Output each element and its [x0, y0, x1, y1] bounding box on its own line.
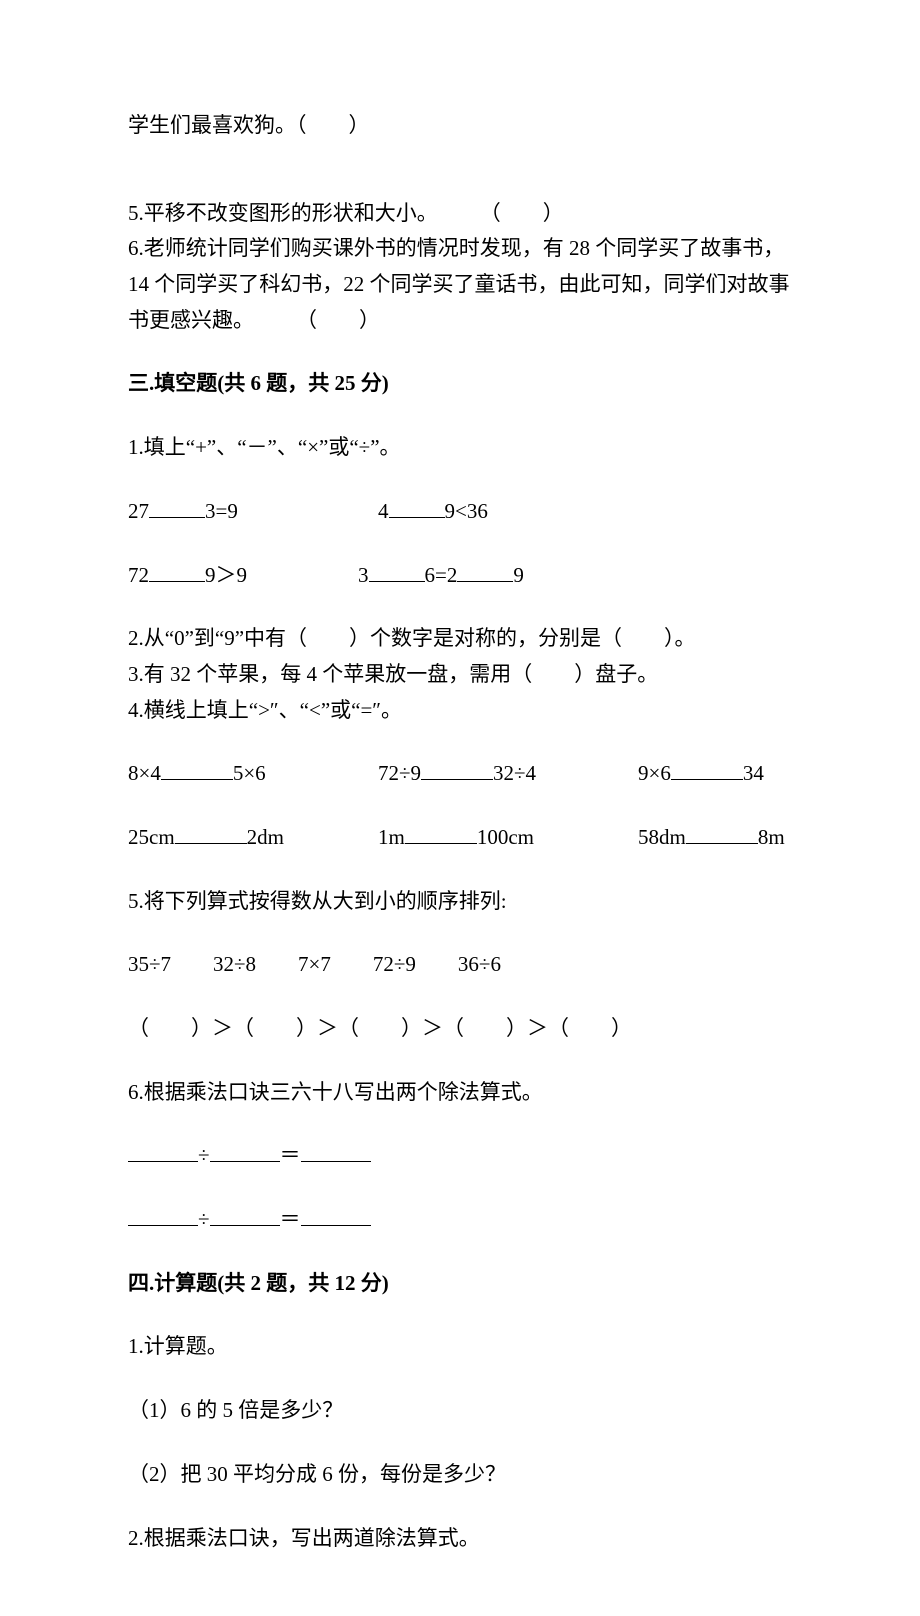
s3-q1: 1.填上“+”、“－”、“×”或“÷”。: [128, 430, 798, 466]
cell: 1m 100cm: [378, 820, 638, 856]
fill-blank[interactable]: [369, 560, 425, 582]
fill-blank[interactable]: [210, 1140, 280, 1162]
fill-blank[interactable]: [210, 1204, 280, 1226]
fill-blank[interactable]: [405, 822, 477, 844]
question-6: 6.老师统计同学们购买课外书的情况时发现，有 28 个同学买了故事书，14 个同…: [128, 231, 798, 338]
s3-q6-eq2: ÷＝: [128, 1202, 798, 1238]
text: 3=9: [205, 499, 238, 523]
text: 9<36: [445, 499, 488, 523]
fill-blank[interactable]: [128, 1140, 198, 1162]
s3-q2: 2.从“0”到“9”中有（ ）个数字是对称的，分别是（ ）。: [128, 621, 798, 657]
s3-q1-row2: 72 9＞9 3 6=2 9: [128, 558, 798, 594]
s4-q2: 2.根据乘法口诀，写出两道除法算式。: [128, 1521, 798, 1557]
text: 25cm: [128, 825, 175, 849]
s3-q5-expr-row: 35÷7 32÷8 7×7 72÷9 36÷6: [128, 947, 798, 983]
fill-blank[interactable]: [389, 496, 445, 518]
fill-blank[interactable]: [128, 1204, 198, 1226]
section-3-heading: 三.填空题(共 6 题，共 25 分): [128, 366, 798, 402]
text: 8m: [758, 825, 785, 849]
fill-blank[interactable]: [301, 1140, 371, 1162]
divide-symbol: ÷: [198, 1143, 210, 1167]
fill-blank[interactable]: [175, 822, 247, 844]
cell: 9×6 34: [638, 756, 764, 792]
text: 6=2: [425, 563, 458, 587]
text: 5×6: [233, 761, 266, 785]
cell: 4 9<36: [378, 494, 488, 530]
document-page: 学生们最喜欢狗。（ ） 5.平移不改变图形的形状和大小。 （ ） 6.老师统计同…: [0, 0, 920, 1616]
divide-symbol: ÷: [198, 1207, 210, 1231]
question-5: 5.平移不改变图形的形状和大小。 （ ）: [128, 196, 798, 232]
s3-q4: 4.横线上填上“>″、“<”或“=″。: [128, 693, 798, 729]
text: 9×6: [638, 761, 671, 785]
text: 4: [378, 499, 389, 523]
cell: 3 6=2 9: [358, 558, 524, 594]
cell: 25cm 2dm: [128, 820, 378, 856]
cell: 8×4 5×6: [128, 756, 378, 792]
s4-q1: 1.计算题。: [128, 1329, 798, 1365]
fill-blank[interactable]: [686, 822, 758, 844]
fill-blank[interactable]: [671, 758, 743, 780]
text: 8×4: [128, 761, 161, 785]
text: 72: [128, 563, 149, 587]
s4-q1b: （2）把 30 平均分成 6 份，每份是多少？: [128, 1457, 798, 1493]
text-line: 学生们最喜欢狗。（ ）: [128, 108, 798, 144]
text: 1m: [378, 825, 405, 849]
s3-q4-row2: 25cm 2dm 1m 100cm 58dm 8m: [128, 820, 798, 856]
cell: 72 9＞9: [128, 558, 358, 594]
text: 9＞9: [205, 563, 247, 587]
fill-blank[interactable]: [301, 1204, 371, 1226]
cell: 72÷9 32÷4: [378, 756, 638, 792]
cell: 27 3=9: [128, 494, 378, 530]
cell: 58dm 8m: [638, 820, 785, 856]
text: 9: [513, 563, 524, 587]
text: 2dm: [247, 825, 284, 849]
equals-symbol: ＝: [280, 1207, 301, 1231]
section-4-heading: 四.计算题(共 2 题，共 12 分): [128, 1266, 798, 1302]
s4-q1a: （1）6 的 5 倍是多少？: [128, 1393, 798, 1429]
text: 58dm: [638, 825, 686, 849]
fill-blank[interactable]: [161, 758, 233, 780]
s3-q5-compare-row: （ ）＞（ ）＞（ ）＞（ ）＞（ ）: [128, 1011, 798, 1047]
text: 32÷4: [493, 761, 536, 785]
s3-q5: 5.将下列算式按得数从大到小的顺序排列:: [128, 884, 798, 920]
s3-q3: 3.有 32 个苹果，每 4 个苹果放一盘，需用（ ）盘子。: [128, 657, 798, 693]
fill-blank[interactable]: [149, 496, 205, 518]
text: 3: [358, 563, 369, 587]
fill-blank[interactable]: [421, 758, 493, 780]
text: 34: [743, 761, 764, 785]
text: 27: [128, 499, 149, 523]
equals-symbol: ＝: [280, 1143, 301, 1167]
s3-q1-row1: 27 3=9 4 9<36: [128, 494, 798, 530]
fill-blank[interactable]: [457, 560, 513, 582]
text: 100cm: [477, 825, 534, 849]
s3-q4-row1: 8×4 5×6 72÷9 32÷4 9×6 34: [128, 756, 798, 792]
s3-q6: 6.根据乘法口诀三六十八写出两个除法算式。: [128, 1075, 798, 1111]
s3-q6-eq1: ÷＝: [128, 1138, 798, 1174]
fill-blank[interactable]: [149, 560, 205, 582]
text: 72÷9: [378, 761, 421, 785]
